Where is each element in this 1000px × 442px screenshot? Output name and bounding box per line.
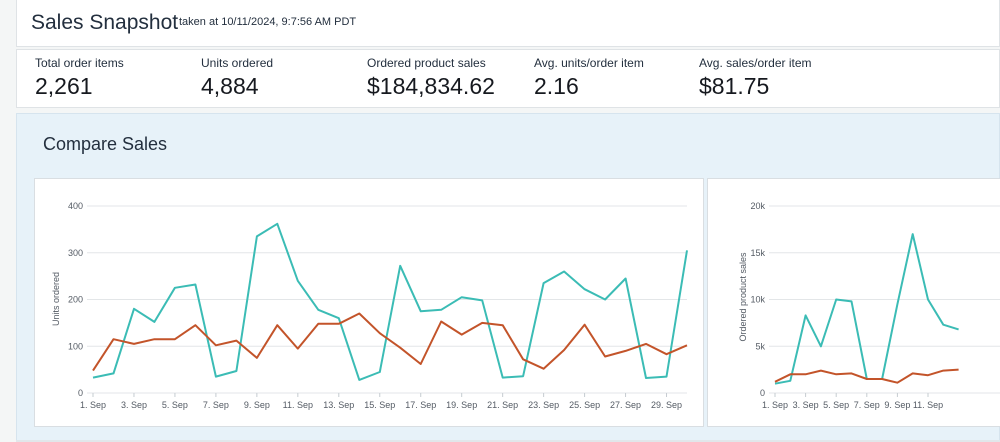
metric-avg-units-per-order-item: Avg. units/order item 2.16 [534,56,644,100]
metric-ordered-product-sales: Ordered product sales $184,834.62 [367,56,495,100]
metrics-bar: Total order items 2,261 Units ordered 4,… [16,49,1000,108]
metric-value: 2,261 [35,73,93,99]
chart-svg: 0 5k 10k 15k 20k Ordered product sales 1. Sep 3… [738,201,1000,410]
y-tick-label: 20k [750,201,765,211]
x-tick-label: 9. Sep [244,400,270,410]
metric-total-order-items: Total order items 2,261 [35,56,124,100]
metric-value: 4,884 [201,73,259,99]
series-line-rust [92,312,688,372]
y-tick-label: 0 [78,388,83,398]
y-axis-title: Ordered product sales [738,252,748,342]
metric-label: Units ordered [201,56,274,70]
snapshot-timestamp: taken at 10/11/2024, 9:7:56 AM PDT [179,16,357,28]
series-line-rust [774,368,959,384]
metric-label: Avg. sales/order item [699,56,812,70]
x-tick-label: 13. Sep [323,400,354,410]
x-tick-label: 11. Sep [283,400,313,410]
metric-label: Ordered product sales [367,56,486,70]
x-tick-label: 29. Sep [651,400,682,410]
x-tick-label: 17. Sep [405,400,436,410]
x-tick-label: 5. Sep [162,400,188,410]
divider [16,440,1000,442]
units-ordered-chart: 0 100 200 300 400 Units ordered 1. Sep 3. Sep 5.… [34,178,704,427]
metric-value: $81.75 [699,73,770,99]
metric-avg-sales-per-order-item: Avg. sales/order item $81.75 [699,56,812,100]
x-tick-label: 19. Sep [446,400,477,410]
x-tick-label: 7. Sep [203,400,229,410]
x-tick-label: 25. Sep [569,400,600,410]
compare-sales-title: Compare Sales [43,134,168,154]
x-tick-label: 3. Sep [121,400,147,410]
series-line-teal [92,222,688,381]
x-tick-label: 23. Sep [528,400,559,410]
x-tick-label: 3. Sep [793,400,819,410]
x-tick-label: 7. Sep [854,400,880,410]
y-tick-label: 10k [750,295,765,305]
page-title: Sales Snapshot [31,11,179,34]
y-tick-label: 100 [68,341,83,351]
snapshot-header: Sales Snapshot taken at 10/11/2024, 9:7:… [16,0,1000,47]
y-tick-label: 0 [760,388,765,398]
x-tick-label: 15. Sep [364,400,395,410]
metric-value: 2.16 [534,73,579,99]
y-tick-label: 400 [68,201,83,211]
chart-svg: 0 100 200 300 400 Units ordered 1. Sep 3. Sep 5.… [51,201,688,410]
x-tick-label: 5. Sep [823,400,849,410]
metric-label: Avg. units/order item [534,56,644,70]
series-line-teal [774,233,959,385]
metric-value: $184,834.62 [367,73,495,99]
x-tick-label: 11. Sep [913,400,943,410]
compare-sales-panel: Compare Sales 0 100 200 300 400 Units ordered… [16,113,1000,442]
y-tick-label: 5k [755,341,765,351]
x-tick-label: 9. Sep [884,400,910,410]
x-tick-label: 21. Sep [487,400,518,410]
x-tick-label: 1. Sep [762,400,788,410]
y-axis-title: Units ordered [51,272,61,326]
x-tick-label: 1. Sep [80,400,106,410]
y-tick-label: 300 [68,248,83,258]
ordered-product-sales-chart: 0 5k 10k 15k 20k Ordered product sales 1. Sep 3… [707,178,1000,427]
x-tick-label: 27. Sep [610,400,641,410]
metric-label: Total order items [35,56,124,70]
y-tick-label: 15k [750,248,765,258]
metric-units-ordered: Units ordered 4,884 [201,56,273,100]
y-tick-label: 200 [68,295,83,305]
